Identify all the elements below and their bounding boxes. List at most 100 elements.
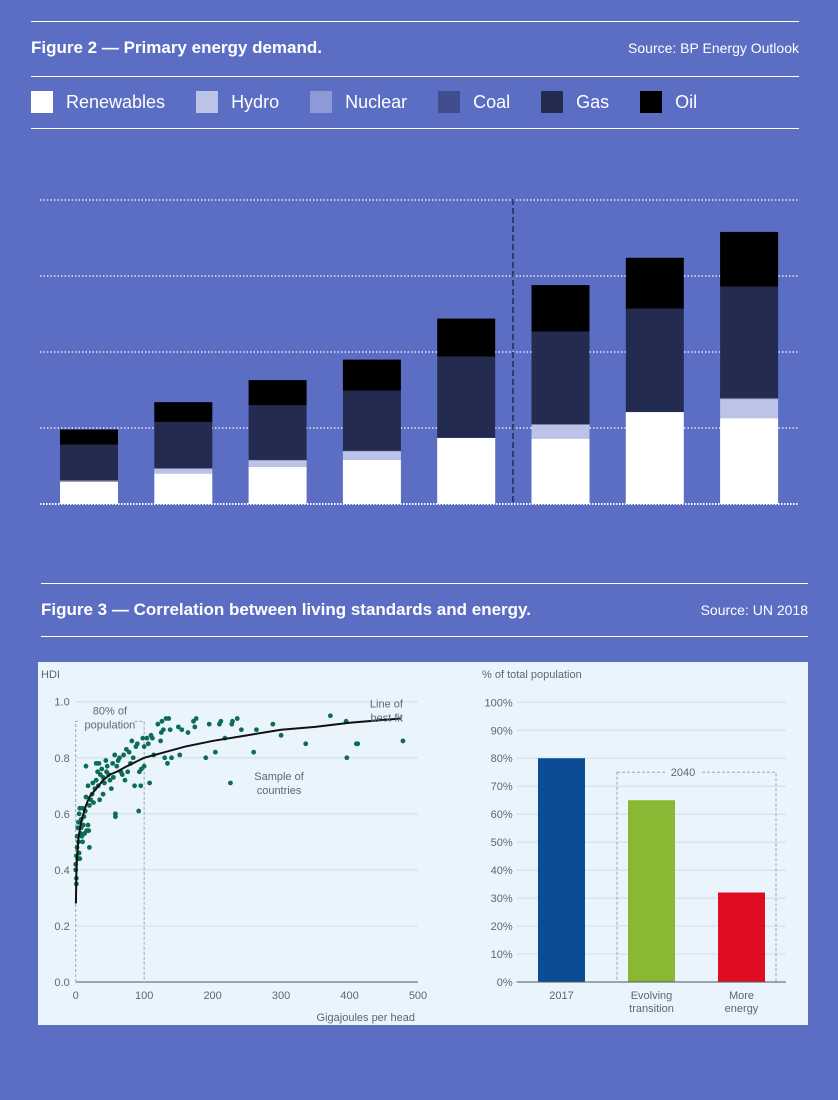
legend-item-oil: Oil xyxy=(640,91,697,113)
scatter-point xyxy=(91,800,96,806)
bar-segment-oil xyxy=(720,231,779,287)
scatter-point xyxy=(167,727,173,733)
scatter-point xyxy=(145,741,151,747)
y-tick-label: 60% xyxy=(491,809,513,821)
bar-segment-renewables xyxy=(625,412,684,504)
bar-segment-hydro xyxy=(342,451,401,460)
legend-swatch xyxy=(310,91,333,113)
bar-segment-gas xyxy=(720,286,779,399)
figure2-legend: Renewables Hydro Nuclear Coal Gas Oil xyxy=(31,91,728,113)
scatter-point xyxy=(83,794,89,800)
scatter-point xyxy=(117,755,122,761)
scatter-point xyxy=(169,755,174,761)
figure2-chart xyxy=(40,199,798,505)
scatter-point xyxy=(83,763,89,769)
scatter-point xyxy=(96,760,102,766)
scatter-point xyxy=(355,741,361,747)
bar-segment-oil xyxy=(437,318,496,357)
scatter-point xyxy=(166,716,172,721)
legend-item-hydro: Hydro xyxy=(196,91,279,113)
legend-label: Oil xyxy=(675,91,698,112)
legend-swatch xyxy=(541,91,564,113)
scatter-point xyxy=(160,727,166,733)
scatter-point xyxy=(80,822,86,828)
population-box-label: 80% of xyxy=(93,705,128,717)
y-tick-label: 30% xyxy=(491,893,513,905)
scatter-point xyxy=(192,724,198,730)
scatter-point xyxy=(140,735,146,741)
scatter-point xyxy=(77,856,83,862)
bar-segment-nuclear xyxy=(531,424,590,425)
scatter-point xyxy=(212,749,218,755)
legend-swatch xyxy=(640,91,663,113)
scatter-point xyxy=(327,713,333,719)
legend-label: Coal xyxy=(473,91,511,112)
bar-segment-gas xyxy=(531,331,590,425)
group-label: 2040 xyxy=(671,767,695,779)
scatter-point xyxy=(90,780,96,786)
divider-top xyxy=(31,21,799,22)
scatter-point xyxy=(80,839,85,845)
y-tick-label: 1.0 xyxy=(54,697,69,709)
y-tick-label: 20% xyxy=(491,921,513,933)
bar-segment-gas xyxy=(248,405,307,460)
scatter-point xyxy=(114,763,120,769)
bar-segment-renewables xyxy=(60,481,118,504)
legend-label: Renewables xyxy=(66,91,166,112)
bar-segment-gas xyxy=(437,356,496,438)
group-label-bg xyxy=(665,765,701,780)
category-label: Evolving xyxy=(631,990,673,1002)
y-tick-label: 50% xyxy=(491,837,513,849)
scatter-point xyxy=(162,755,168,761)
scatter-point xyxy=(121,752,127,758)
legend-label: Nuclear xyxy=(345,91,408,112)
y-tick-label: 0.4 xyxy=(54,865,69,877)
figure2-source: Source: BP Energy Outlook xyxy=(628,40,799,56)
bar-segment-nuclear xyxy=(720,398,779,400)
legend-label: Gas xyxy=(576,91,610,112)
population-box xyxy=(75,720,145,982)
scatter-point xyxy=(141,744,147,749)
bar-segment-renewables xyxy=(720,418,779,504)
group-box xyxy=(616,771,777,983)
bar-segment-renewables xyxy=(248,466,307,504)
scatter-point xyxy=(126,749,132,755)
legend-item-renewables: Renewables xyxy=(31,91,165,113)
figure3-charts: HDI 0.0 0.2 0.4 0.6 0.8 1.0 0 100 200 300 400 500 Gig… xyxy=(41,669,786,1024)
divider-fig3-top xyxy=(41,583,808,584)
scatter-point xyxy=(110,760,116,766)
scatter-point xyxy=(344,755,350,761)
legend-label: Hydro xyxy=(231,91,280,112)
category-label: transition xyxy=(629,1003,674,1015)
bar-segment-oil xyxy=(248,380,307,406)
y-tick-label: 100% xyxy=(485,697,513,709)
scatter-point xyxy=(303,741,309,747)
scatter-point xyxy=(99,766,105,772)
legend-item-coal: Coal xyxy=(438,91,510,113)
figure3-title: Figure 3 — Correlation between living st… xyxy=(41,600,531,619)
scatter-point xyxy=(134,741,140,747)
bar-segment-oil xyxy=(154,402,213,422)
bar-segment-nuclear xyxy=(60,480,118,482)
scatter-point xyxy=(203,755,209,761)
bar-segment-renewables xyxy=(531,438,590,504)
divider-title xyxy=(31,76,799,77)
scatter-point xyxy=(158,738,163,744)
scatter-point xyxy=(278,732,284,738)
bar xyxy=(628,800,675,982)
category-label: 2017 xyxy=(549,990,573,1002)
divider-legend xyxy=(31,128,799,129)
scatter-point xyxy=(119,772,125,777)
x-tick-label: 0 xyxy=(73,990,79,1002)
scatter-point xyxy=(107,777,113,783)
scatter-point xyxy=(122,777,128,783)
scatter-point xyxy=(129,738,135,744)
bar-segment-hydro xyxy=(248,460,307,467)
bar-segment-nuclear xyxy=(342,450,401,452)
legend-item-nuclear: Nuclear xyxy=(310,91,407,113)
bar-segment-hydro xyxy=(531,424,590,439)
x-tick-label: 400 xyxy=(340,990,358,1002)
bar-segment-hydro xyxy=(154,469,213,474)
bar-segment-renewables xyxy=(437,437,496,504)
bar-segment-nuclear xyxy=(154,468,213,470)
